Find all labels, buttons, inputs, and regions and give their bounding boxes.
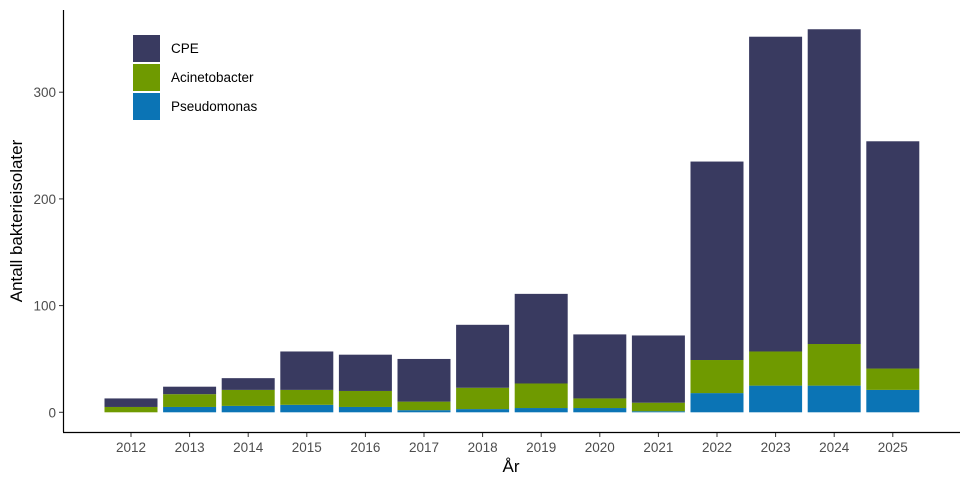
- legend-label-pseudomonas: Pseudomonas: [171, 99, 258, 114]
- bar-pseudomonas-2021: [631, 411, 685, 413]
- bar-acinetobacter-2017: [397, 401, 451, 411]
- bar-pseudomonas-2013: [163, 406, 217, 413]
- bar-acinetobacter-2019: [514, 383, 568, 409]
- bar-acinetobacter-2021: [631, 402, 685, 412]
- bar-pseudomonas-2014: [221, 405, 275, 413]
- x-tick-label: 2016: [350, 440, 380, 455]
- x-tick-label: 2020: [585, 440, 615, 455]
- x-tick-label: 2017: [409, 440, 439, 455]
- y-tick-label: 300: [33, 85, 56, 100]
- bar-cpe-2015: [280, 351, 334, 390]
- bar-cpe-2014: [221, 378, 275, 390]
- legend-key-acinetobacter: [133, 64, 160, 91]
- bar-acinetobacter-2016: [338, 390, 392, 407]
- bar-acinetobacter-2018: [456, 387, 510, 410]
- bar-pseudomonas-2024: [807, 385, 861, 413]
- bar-pseudomonas-2015: [280, 404, 334, 413]
- bar-pseudomonas-2019: [514, 408, 568, 413]
- y-tick-label: 100: [33, 299, 56, 314]
- bar-acinetobacter-2015: [280, 389, 334, 405]
- bar-cpe-2024: [807, 29, 861, 345]
- x-tick-label: 2014: [233, 440, 264, 455]
- bar-cpe-2017: [397, 358, 451, 402]
- y-tick-label: 200: [33, 192, 56, 207]
- bar-pseudomonas-2023: [749, 385, 803, 413]
- bar-pseudomonas-2020: [573, 408, 627, 413]
- legend-label-acinetobacter: Acinetobacter: [171, 70, 254, 85]
- bar-cpe-2012: [104, 398, 158, 407]
- legend-key-cpe: [133, 35, 160, 62]
- legend: CPE Acinetobacter Pseudomonas: [133, 35, 258, 120]
- bar-acinetobacter-2024: [807, 344, 861, 386]
- bar-acinetobacter-2014: [221, 389, 275, 406]
- bar-acinetobacter-2013: [163, 394, 217, 407]
- legend-key-pseudomonas: [133, 93, 160, 120]
- bar-cpe-2018: [456, 324, 510, 388]
- x-tick-label: 2025: [878, 440, 908, 455]
- bar-acinetobacter-2012: [104, 406, 158, 413]
- bar-pseudomonas-2022: [690, 393, 744, 413]
- x-tick-label: 2019: [526, 440, 556, 455]
- bar-cpe-2016: [338, 354, 392, 391]
- x-axis-label: År: [503, 457, 520, 476]
- bar-cpe-2021: [631, 335, 685, 403]
- y-tick-label: 0: [48, 405, 56, 420]
- bar-cpe-2019: [514, 293, 568, 384]
- bar-acinetobacter-2022: [690, 360, 744, 394]
- bar-cpe-2020: [573, 334, 627, 399]
- x-tick-label: 2012: [116, 440, 146, 455]
- bar-acinetobacter-2023: [749, 351, 803, 386]
- x-tick-label: 2013: [175, 440, 205, 455]
- x-tick-label: 2024: [819, 440, 850, 455]
- bar-cpe-2023: [749, 36, 803, 352]
- y-ticks: 0 100 200 300: [33, 85, 63, 420]
- bar-acinetobacter-2020: [573, 398, 627, 409]
- y-axis-label: Antall bakterieisolater: [7, 139, 26, 302]
- bar-pseudomonas-2025: [866, 389, 920, 413]
- bar-pseudomonas-2016: [338, 406, 392, 413]
- bar-pseudomonas-2017: [397, 410, 451, 413]
- bars-layer: [104, 29, 920, 413]
- bar-pseudomonas-2018: [456, 409, 510, 413]
- bar-acinetobacter-2025: [866, 368, 920, 390]
- x-tick-label: 2015: [292, 440, 322, 455]
- x-tick-label: 2023: [761, 440, 791, 455]
- x-tick-label: 2018: [468, 440, 498, 455]
- x-ticks: 2012 2013 2014 2015 2016 2017 2018 2019 2020 2021…: [116, 433, 908, 455]
- legend-label-cpe: CPE: [171, 41, 199, 56]
- bar-cpe-2022: [690, 161, 744, 361]
- bar-cpe-2013: [163, 386, 217, 395]
- x-tick-label: 2021: [643, 440, 673, 455]
- bar-cpe-2025: [866, 141, 920, 369]
- x-tick-label: 2022: [702, 440, 732, 455]
